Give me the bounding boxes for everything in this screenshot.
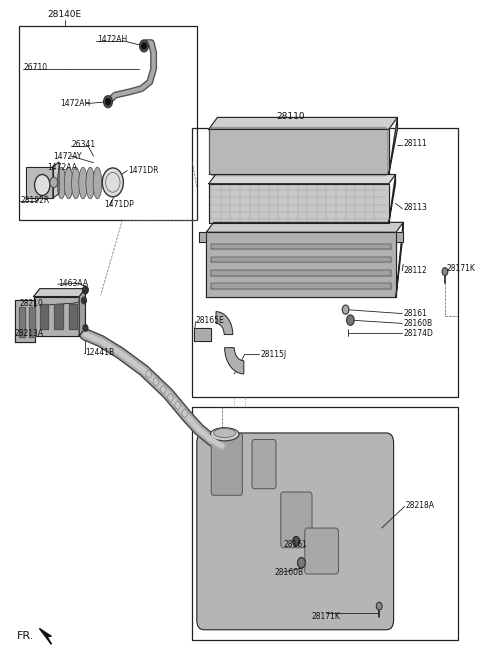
Text: 28115J: 28115J bbox=[260, 350, 286, 359]
Polygon shape bbox=[209, 184, 389, 223]
Circle shape bbox=[442, 268, 448, 276]
Text: 28112: 28112 bbox=[403, 266, 427, 275]
Circle shape bbox=[298, 558, 305, 568]
Polygon shape bbox=[389, 174, 396, 223]
Polygon shape bbox=[40, 304, 48, 329]
Circle shape bbox=[347, 315, 354, 325]
Text: 28140E: 28140E bbox=[48, 10, 82, 19]
Circle shape bbox=[104, 96, 112, 108]
Polygon shape bbox=[209, 117, 397, 129]
Text: 28113: 28113 bbox=[403, 203, 427, 213]
Polygon shape bbox=[389, 117, 397, 174]
Text: 28171K: 28171K bbox=[312, 612, 341, 621]
Circle shape bbox=[142, 43, 146, 49]
Circle shape bbox=[83, 287, 88, 293]
Bar bbox=[192, 407, 458, 640]
Polygon shape bbox=[39, 628, 51, 644]
Circle shape bbox=[102, 168, 123, 197]
FancyBboxPatch shape bbox=[252, 440, 276, 489]
Polygon shape bbox=[34, 297, 79, 336]
Text: 28192R: 28192R bbox=[20, 195, 49, 205]
Polygon shape bbox=[396, 232, 403, 242]
Polygon shape bbox=[396, 222, 403, 297]
Text: 26341: 26341 bbox=[72, 140, 96, 149]
Polygon shape bbox=[211, 257, 391, 262]
Polygon shape bbox=[211, 270, 391, 276]
Text: 1471DR: 1471DR bbox=[128, 166, 159, 175]
Polygon shape bbox=[29, 307, 35, 337]
Ellipse shape bbox=[93, 167, 102, 199]
FancyBboxPatch shape bbox=[197, 433, 394, 630]
Text: 28161: 28161 bbox=[283, 540, 307, 549]
Circle shape bbox=[35, 174, 50, 195]
Circle shape bbox=[293, 537, 300, 546]
Text: 28160B: 28160B bbox=[403, 319, 432, 328]
Ellipse shape bbox=[79, 167, 87, 199]
Text: 26710: 26710 bbox=[24, 63, 48, 72]
Text: 28218A: 28218A bbox=[406, 501, 434, 510]
Ellipse shape bbox=[72, 167, 80, 199]
Circle shape bbox=[83, 325, 88, 331]
Ellipse shape bbox=[64, 167, 73, 199]
Text: FR.: FR. bbox=[17, 631, 34, 642]
Polygon shape bbox=[54, 304, 63, 329]
Ellipse shape bbox=[214, 428, 236, 438]
Text: 1472AA: 1472AA bbox=[47, 163, 77, 173]
Ellipse shape bbox=[210, 428, 239, 441]
Text: 28160B: 28160B bbox=[275, 567, 304, 577]
Text: 28213A: 28213A bbox=[14, 329, 44, 338]
Circle shape bbox=[106, 98, 110, 105]
Polygon shape bbox=[211, 244, 391, 249]
Polygon shape bbox=[206, 232, 396, 297]
Polygon shape bbox=[34, 289, 85, 297]
Circle shape bbox=[50, 177, 58, 188]
Circle shape bbox=[82, 297, 86, 304]
Polygon shape bbox=[53, 162, 59, 198]
Text: 1472AH: 1472AH bbox=[97, 35, 127, 44]
Circle shape bbox=[140, 40, 148, 52]
Wedge shape bbox=[225, 348, 244, 374]
Polygon shape bbox=[15, 300, 35, 342]
FancyBboxPatch shape bbox=[305, 528, 338, 574]
Text: 1471DP: 1471DP bbox=[105, 200, 134, 209]
FancyBboxPatch shape bbox=[211, 433, 242, 495]
Polygon shape bbox=[79, 289, 85, 336]
Text: 1472AY: 1472AY bbox=[53, 152, 81, 161]
Text: 28171K: 28171K bbox=[446, 264, 475, 274]
Bar bbox=[192, 128, 458, 397]
Text: 28111: 28111 bbox=[403, 139, 427, 148]
FancyBboxPatch shape bbox=[281, 492, 312, 548]
Wedge shape bbox=[216, 312, 233, 335]
Text: 28165E: 28165E bbox=[196, 316, 225, 325]
Text: 28161: 28161 bbox=[403, 309, 427, 318]
Text: 28210: 28210 bbox=[19, 299, 43, 308]
Text: 1463AA: 1463AA bbox=[59, 279, 89, 288]
Circle shape bbox=[342, 305, 349, 314]
Polygon shape bbox=[69, 304, 77, 329]
Polygon shape bbox=[206, 222, 403, 232]
Polygon shape bbox=[26, 167, 53, 198]
Polygon shape bbox=[209, 174, 396, 184]
Text: 28174D: 28174D bbox=[403, 329, 433, 338]
Polygon shape bbox=[199, 232, 206, 242]
Polygon shape bbox=[19, 307, 25, 337]
Text: 1472AH: 1472AH bbox=[60, 99, 90, 108]
Polygon shape bbox=[211, 283, 391, 289]
Bar bbox=[19, 26, 197, 220]
Ellipse shape bbox=[57, 167, 66, 199]
Polygon shape bbox=[209, 129, 389, 174]
Text: 12441B: 12441B bbox=[85, 348, 115, 358]
Polygon shape bbox=[194, 328, 211, 341]
Ellipse shape bbox=[86, 167, 95, 199]
Text: 28110: 28110 bbox=[276, 112, 305, 121]
Circle shape bbox=[376, 602, 382, 610]
